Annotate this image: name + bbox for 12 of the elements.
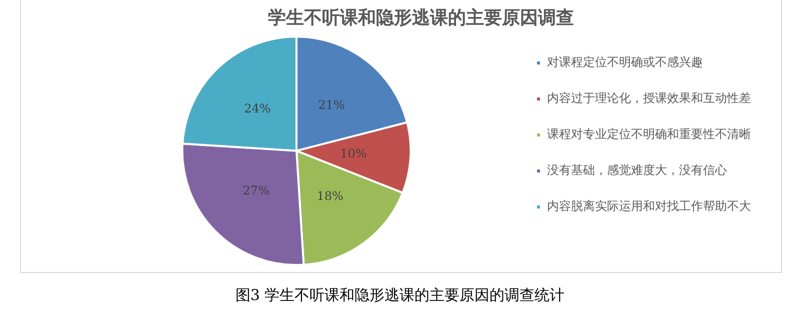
legend-label: 内容过于理论化，授课效果和互动性差: [547, 91, 751, 106]
data-label: 27%: [242, 183, 270, 198]
data-label: 10%: [340, 146, 367, 161]
chart-title: 学生不听课和隐形逃课的主要原因调查: [268, 7, 574, 28]
legend-label: 课程对专业定位不明确和重要性不清晰: [547, 127, 751, 142]
data-label: 24%: [244, 101, 271, 116]
legend-label: 内容脱离实际运用和对找工作帮助不大: [547, 199, 751, 214]
legend-label: 没有基础，感觉难度大，没有信心: [547, 163, 727, 178]
data-label: 21%: [318, 98, 345, 112]
data-label: 18%: [316, 189, 344, 204]
caption: 图3 学生不听课和隐形逃课的主要原因的调查统计: [234, 286, 566, 305]
legend-label: 对课程定位不明确或不感兴趣: [547, 55, 703, 70]
